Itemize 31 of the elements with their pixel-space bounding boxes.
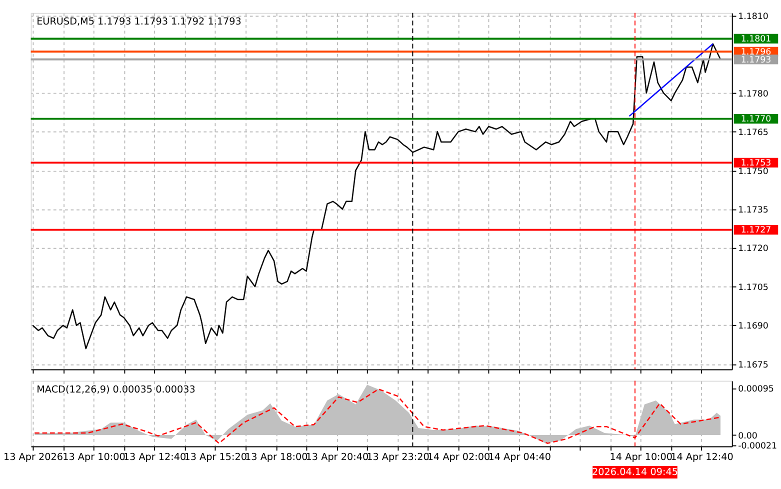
y-tick-label: 1.1720	[738, 244, 768, 254]
y-tick-label: 1.1810	[738, 12, 768, 22]
annotation: MACD(12,26,9) 0.00035 0.00033	[36, 384, 196, 396]
y-tick-label: 1.1765	[738, 128, 768, 138]
x-tick-label: 13 Apr 23:20	[366, 452, 430, 464]
x-tick-label: 14 Apr 02:00	[427, 452, 490, 464]
x-tick-label: 13 Apr 2026	[3, 452, 63, 464]
ref-line-label: 1.1727	[740, 226, 772, 236]
x-tick-label: 13 Apr 12:40	[123, 452, 186, 464]
ref-line-label: 1.1753	[740, 158, 772, 169]
x-tick-label: 14 Apr 04:40	[488, 452, 551, 464]
x-tick-label: 13 Apr 18:00	[245, 452, 308, 464]
ref-line-label: 2026.04.14 09:45	[592, 467, 678, 478]
y-tick-label: 0.00	[738, 431, 758, 442]
y-tick-label: 1.1690	[738, 322, 768, 332]
chart-title: EURUSD,M5 1.1793 1.1793 1.1792 1.1793	[36, 16, 242, 28]
y-tick-label: 1.1735	[738, 206, 768, 216]
y-tick-label: 1.1750	[738, 166, 768, 177]
y-tick-label: 1.1780	[738, 89, 768, 100]
y-tick-label: 0.00095	[738, 384, 774, 395]
x-tick-label: 14 Apr 12:40	[670, 452, 734, 464]
x-tick-label: 13 Apr 15:20	[184, 452, 247, 464]
ref-line-label: 1.1801	[740, 34, 772, 45]
y-tick-label: -0.00021	[738, 442, 778, 452]
ref-line-label: 1.1793	[740, 55, 772, 66]
x-tick-label: 13 Apr 20:40	[306, 452, 369, 464]
y-tick-label: 1.1675	[738, 360, 768, 370]
x-tick-label: 13 Apr 10:00	[62, 452, 126, 464]
x-tick-label: 14 Apr 10:00	[610, 452, 673, 464]
ref-line-label: 1.1770	[740, 114, 772, 125]
y-tick-label: 1.1705	[738, 282, 768, 293]
